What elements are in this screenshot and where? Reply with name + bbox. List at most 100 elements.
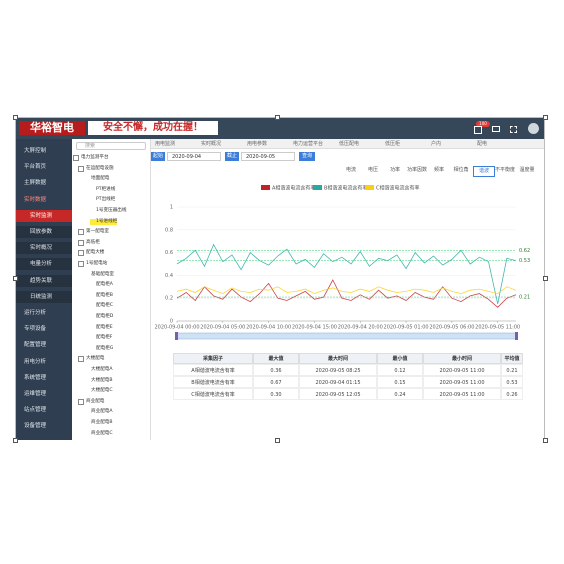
legend-swatch: [365, 185, 374, 190]
tab[interactable]: 谐波: [473, 166, 495, 177]
tree-node[interactable]: PT出线柜: [96, 197, 116, 203]
resize-handle[interactable]: [13, 276, 18, 281]
end-date[interactable]: 2020-09-05: [241, 152, 295, 161]
tree-toggle[interactable]: [73, 155, 79, 161]
resize-handle[interactable]: [543, 276, 548, 281]
tree-node[interactable]: 高低柜: [86, 239, 100, 245]
table-header: 平均值: [501, 353, 523, 364]
menu-item[interactable]: 设备管理: [24, 423, 47, 430]
tree-toggle[interactable]: [78, 261, 84, 267]
menu-item[interactable]: 配置管理: [24, 342, 47, 349]
tree-node[interactable]: 配电柜B: [96, 292, 113, 298]
tab[interactable]: 温度量: [519, 167, 535, 173]
tree-node[interactable]: 商业配电C: [91, 430, 113, 436]
breadcrumb-item[interactable]: 低压柜: [385, 141, 401, 147]
resize-handle[interactable]: [543, 115, 548, 120]
breadcrumb-item[interactable]: 用电参数: [247, 141, 268, 147]
tree-node[interactable]: 配电柜D: [96, 314, 114, 319]
search-box[interactable]: 搜索: [76, 142, 146, 150]
menu-item[interactable]: 大屏控制: [24, 148, 47, 154]
tree-toggle[interactable]: [78, 229, 84, 236]
tree-toggle[interactable]: [78, 398, 84, 405]
mail-icon[interactable]: [492, 126, 500, 132]
tree-node[interactable]: PT柜进线: [96, 186, 116, 192]
tree-node[interactable]: 基础配电室: [91, 271, 114, 277]
tree-toggle[interactable]: [78, 239, 84, 246]
menu-item[interactable]: 回放参数: [16, 226, 72, 238]
tree-node[interactable]: 商业配电B: [91, 420, 113, 425]
table-cell: 0.53: [501, 376, 523, 388]
series-line: [176, 279, 517, 308]
tab[interactable]: 功率: [389, 167, 400, 173]
menu-item[interactable]: 用电分析: [24, 358, 47, 365]
tab[interactable]: 电压: [367, 167, 378, 173]
query-button[interactable]: 查询: [299, 152, 315, 161]
breadcrumb-item[interactable]: 低压配电: [339, 141, 360, 147]
tree-node[interactable]: 大楼配电B: [91, 377, 113, 383]
tree-node[interactable]: 在运配电设施: [86, 165, 114, 171]
menu-item[interactable]: 运维管理: [24, 391, 47, 397]
tree-node[interactable]: 大楼配电A: [91, 367, 113, 372]
resize-handle[interactable]: [275, 115, 280, 120]
tree-node[interactable]: 1号配电站: [86, 261, 108, 266]
resize-handle[interactable]: [543, 438, 548, 443]
tab[interactable]: 相位角: [453, 167, 469, 173]
breadcrumb-item[interactable]: 电力运营平台: [293, 141, 324, 147]
tree-node[interactable]: 1号变压器出线: [96, 208, 127, 213]
menu-item[interactable]: 实时概况: [16, 242, 72, 255]
legend-label: A相谐波电流含有率: [272, 185, 315, 192]
tree-node[interactable]: 配电柜A: [96, 282, 113, 288]
tree-node[interactable]: 大楼配电: [86, 356, 105, 362]
menu-item[interactable]: 实时监测: [16, 209, 72, 222]
resize-handle[interactable]: [13, 115, 18, 120]
tree-node[interactable]: 商业配电: [86, 398, 105, 404]
tree-node[interactable]: 电力监测平台: [81, 155, 109, 160]
breadcrumb-item[interactable]: 户内: [431, 141, 442, 147]
tree-node[interactable]: 配电柜G: [96, 345, 114, 351]
resize-handle[interactable]: [275, 438, 280, 443]
tree-toggle[interactable]: [78, 165, 84, 172]
menu-item[interactable]: 平台首页: [24, 164, 47, 171]
table-cell: 0.67: [253, 376, 299, 388]
table-cell: A相谐波电流含有率: [173, 364, 253, 376]
breadcrumb-item[interactable]: 配电: [477, 141, 488, 147]
fullscreen-icon[interactable]: [510, 126, 517, 133]
tree-node[interactable]: 配电柜E: [96, 324, 113, 330]
tree-toggle[interactable]: [78, 356, 84, 363]
resize-handle[interactable]: [13, 438, 18, 443]
menu-item[interactable]: 运行分析: [24, 310, 47, 316]
tab[interactable]: 电流: [345, 167, 356, 173]
tree-node[interactable]: 商业配电A: [91, 409, 113, 415]
menu-item[interactable]: 趋势关联: [16, 274, 72, 287]
tab[interactable]: 频率: [433, 167, 444, 173]
menu-item[interactable]: 系统管理: [24, 374, 47, 381]
zoom-handle[interactable]: [175, 332, 178, 340]
bell-icon[interactable]: [474, 126, 482, 134]
tree-node[interactable]: 配电柜C: [96, 303, 113, 309]
tree-node[interactable]: 大楼配电C: [91, 388, 113, 394]
menu-item[interactable]: 主屏数据: [24, 180, 47, 187]
tree-node[interactable]: 1号进线柜: [90, 218, 118, 225]
tree-node[interactable]: 第一配电室: [86, 229, 109, 235]
main-panel: 用电监测 实时概况 用电参数 电力运营平台 低压配电 低压柜 户内 配电 起始 2020-09-…: [151, 139, 544, 440]
avatar[interactable]: [528, 123, 539, 134]
tab[interactable]: 功率因数: [407, 167, 428, 173]
tree-toggle[interactable]: [78, 250, 84, 257]
breadcrumb-item[interactable]: 用电监测: [155, 141, 176, 147]
menu-item[interactable]: 日统监测: [16, 290, 72, 303]
tree-node[interactable]: 配电柜F: [96, 335, 113, 341]
table-header: 最大值: [253, 353, 299, 364]
menu-item[interactable]: 站点管理: [24, 407, 47, 414]
tab[interactable]: 不平衡度: [495, 167, 516, 173]
breadcrumb-item[interactable]: 实时概况: [201, 141, 222, 147]
tree-node[interactable]: 配电大楼: [86, 250, 105, 256]
zoom-handle[interactable]: [515, 332, 518, 340]
table-cell: 0.30: [253, 388, 299, 400]
menu-item[interactable]: 专项设备: [24, 326, 47, 333]
menu-item[interactable]: 电量分析: [16, 258, 72, 271]
badge[interactable]: 100: [476, 121, 490, 127]
menu-item[interactable]: 实时数据: [24, 196, 47, 203]
start-date[interactable]: 2020-09-04: [167, 152, 221, 161]
tree-node[interactable]: 地面配电: [91, 176, 110, 182]
